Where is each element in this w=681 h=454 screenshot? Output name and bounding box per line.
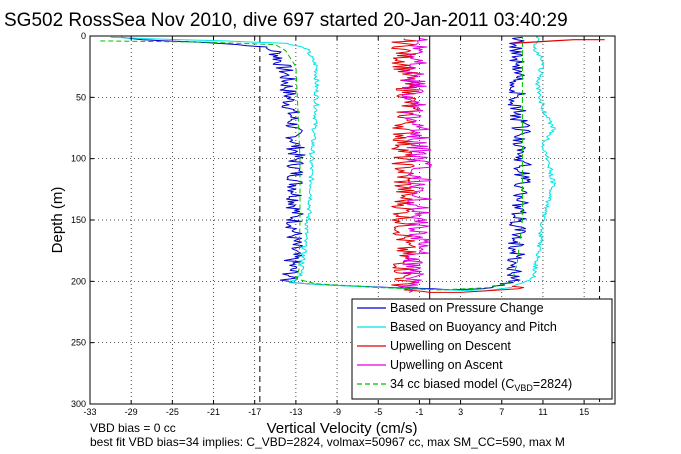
legend-items: Based on Pressure Change Based on Buoyanc… <box>357 301 572 393</box>
tick-layer: -33 -29 -25 -21 -17 -13 -9 -5 -1 3 7 11 150501001502… <box>71 31 615 417</box>
x-tick-label: -21 <box>207 407 220 417</box>
series-line-3 <box>398 38 432 293</box>
legend-label-0: Based on Pressure Change <box>390 301 544 315</box>
x-tick-label: -5 <box>374 407 382 417</box>
x-axis-label: Vertical Velocity (cm/s) <box>267 420 418 437</box>
chart-title: SG502 RossSea Nov 2010, dive 697 started… <box>4 10 568 31</box>
legend-label-1: Based on Buoyancy and Pitch <box>390 320 557 334</box>
y-tick-label: 250 <box>71 338 86 348</box>
y-tick-label: 300 <box>71 399 86 409</box>
y-tick-label: 200 <box>71 276 86 286</box>
legend: Based on Pressure Change Based on Buoyanc… <box>351 298 613 400</box>
x-tick-label: -9 <box>333 407 341 417</box>
legend-label-3: Upwelling on Ascent <box>390 358 503 372</box>
x-tick-label: -1 <box>415 407 423 417</box>
legend-label-4: 34 cc biased model (CVBD=2824) <box>390 377 572 393</box>
x-tick-label: -17 <box>248 407 261 417</box>
x-tick-label: 3 <box>458 407 463 417</box>
x-tick-label: -25 <box>166 407 179 417</box>
y-tick-label: 150 <box>71 215 86 225</box>
y-tick-label: 50 <box>76 92 86 102</box>
series-line-4 <box>100 37 523 291</box>
legend-box <box>351 298 613 400</box>
x-tick-label: 11 <box>538 407 547 417</box>
x-tick-label: -33 <box>83 407 96 417</box>
y-axis-label: Depth (m) <box>49 187 66 254</box>
x-tick-label: 7 <box>499 407 504 417</box>
footer-line-2: best fit VBD bias=34 implies: C_VBD=2824… <box>90 435 565 449</box>
footer-line-1: VBD bias = 0 cc <box>90 421 176 435</box>
y-tick-label: 0 <box>81 31 86 41</box>
y-tick-label: 100 <box>71 154 86 164</box>
x-tick-label: -13 <box>289 407 302 417</box>
legend-label-2: Upwelling on Descent <box>390 339 511 353</box>
x-tick-label: 15 <box>579 407 589 417</box>
series-layer <box>100 35 605 293</box>
series-surface-spike <box>512 39 605 44</box>
x-tick-label: -29 <box>125 407 138 417</box>
